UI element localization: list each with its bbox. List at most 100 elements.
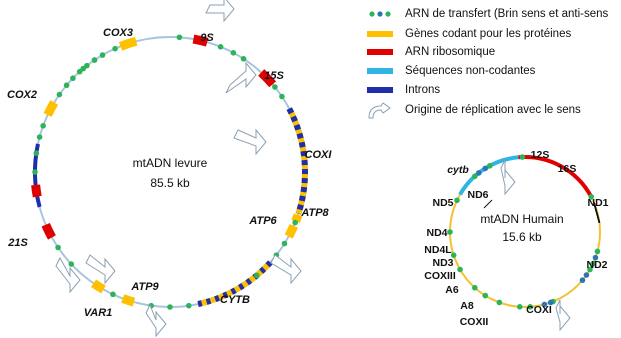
origin (225, 61, 257, 94)
legend-label: ARN de transfert (Brin sens et anti-sens (405, 8, 608, 20)
legend-origin (368, 102, 391, 119)
trna (516, 304, 523, 310)
trna (217, 44, 224, 50)
legend-label: Gènes codant pour les protéines (405, 28, 571, 40)
human-gene-label: ND1 (587, 197, 608, 209)
trna (76, 68, 83, 75)
yeast-title: mtADN levure (133, 156, 208, 170)
gene (192, 34, 209, 47)
trna (70, 75, 76, 82)
origin (270, 254, 302, 285)
origin (500, 159, 516, 196)
human-gene-label: ND2 (586, 259, 607, 271)
cytb (197, 260, 273, 307)
trna (547, 299, 554, 306)
trna (55, 244, 61, 251)
legend-label: Introns (405, 84, 440, 96)
gene (118, 36, 138, 51)
trna (583, 272, 590, 278)
trna (590, 260, 596, 267)
trna (482, 165, 489, 172)
yeast-gene-label: ATP8 (300, 207, 329, 219)
human-gene-label: cytb (447, 164, 469, 176)
origin (555, 299, 571, 332)
strand-tick (593, 202, 601, 224)
trna (457, 266, 463, 273)
gene (41, 222, 56, 240)
human-gene-label: ND5 (432, 197, 453, 209)
yeast-gene-label: COX2 (7, 89, 37, 101)
legend-rrna (367, 49, 393, 55)
human-gene-label: 16S (558, 163, 577, 175)
trna (176, 34, 183, 41)
origin (145, 303, 167, 338)
trna (292, 219, 298, 226)
trna (519, 154, 526, 160)
legend-label: Séquences non-codantes (405, 65, 536, 77)
legend-trna-dot (385, 11, 391, 17)
human-gene-label: ND4 (426, 227, 447, 239)
coxi-intron (286, 107, 308, 215)
trna (36, 134, 43, 140)
trna (99, 52, 106, 58)
human-gene-label: ND4L (424, 244, 452, 256)
trna (84, 62, 90, 69)
gene (121, 294, 136, 307)
legend-label: ARN ribosomique (405, 46, 495, 58)
gene (284, 224, 298, 239)
human-gene-label: COXIII (424, 270, 456, 282)
yeast-gene-label: ATP9 (130, 281, 159, 293)
trna (594, 248, 601, 255)
human-size: 15.6 kb (502, 230, 542, 244)
legend-intron (367, 87, 393, 93)
trna (185, 302, 192, 309)
trna (68, 261, 75, 267)
trna (447, 229, 453, 235)
nd6-pointer (483, 199, 493, 209)
legend-trna-dot (369, 11, 375, 17)
trna (592, 254, 599, 261)
yeast-gene-label: ATP6 (248, 215, 277, 227)
trna (450, 252, 457, 258)
trna (476, 170, 482, 176)
legend-trna-dot (377, 11, 383, 17)
yeast-gene-label: 15S (264, 70, 284, 82)
yeast-size: 85.5 kb (150, 176, 190, 190)
human-gene-label: ND3 (432, 257, 453, 269)
origin (55, 256, 81, 294)
human-gene-label: A6 (445, 284, 459, 296)
trna (33, 150, 40, 157)
trna (587, 266, 593, 273)
trna (91, 57, 98, 63)
trna (253, 272, 260, 279)
origin (205, 0, 235, 23)
trna (272, 84, 278, 90)
rrna (518, 155, 593, 198)
yeast-gene-label: VAR1 (84, 307, 113, 319)
gene (31, 184, 42, 198)
legend-label: Origine de réplication avec le sens (405, 104, 581, 116)
origin (233, 128, 267, 156)
trna (230, 50, 237, 56)
legend-noncoding (367, 68, 393, 74)
human-gene-label: A8 (460, 300, 474, 312)
trna (472, 173, 478, 180)
human-gene-label: COXI (526, 304, 552, 316)
trna (56, 91, 63, 98)
trna (63, 82, 70, 89)
gene (258, 69, 277, 88)
trna (541, 301, 548, 308)
trna (32, 169, 38, 175)
trna (112, 45, 118, 52)
trna (281, 240, 288, 247)
legend-protein (367, 31, 393, 37)
trna (527, 304, 534, 310)
trna (110, 291, 116, 298)
gene (90, 279, 106, 294)
trna (279, 93, 285, 100)
yeast-gene-label: CYTB (220, 294, 250, 306)
human-gene-label: COXII (460, 316, 489, 328)
human-gene-label: 12S (531, 149, 550, 161)
gene (43, 100, 59, 117)
trna (482, 292, 489, 299)
